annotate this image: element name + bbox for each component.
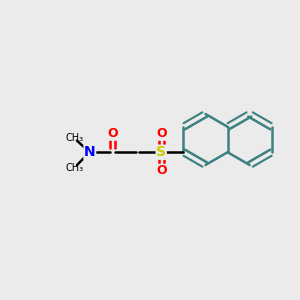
Text: O: O (156, 164, 166, 177)
Text: O: O (107, 127, 118, 140)
Text: O: O (156, 127, 166, 140)
Text: CH₃: CH₃ (65, 163, 84, 172)
Text: S: S (156, 145, 166, 159)
Text: CH₃: CH₃ (65, 133, 84, 143)
Text: N: N (84, 145, 96, 159)
